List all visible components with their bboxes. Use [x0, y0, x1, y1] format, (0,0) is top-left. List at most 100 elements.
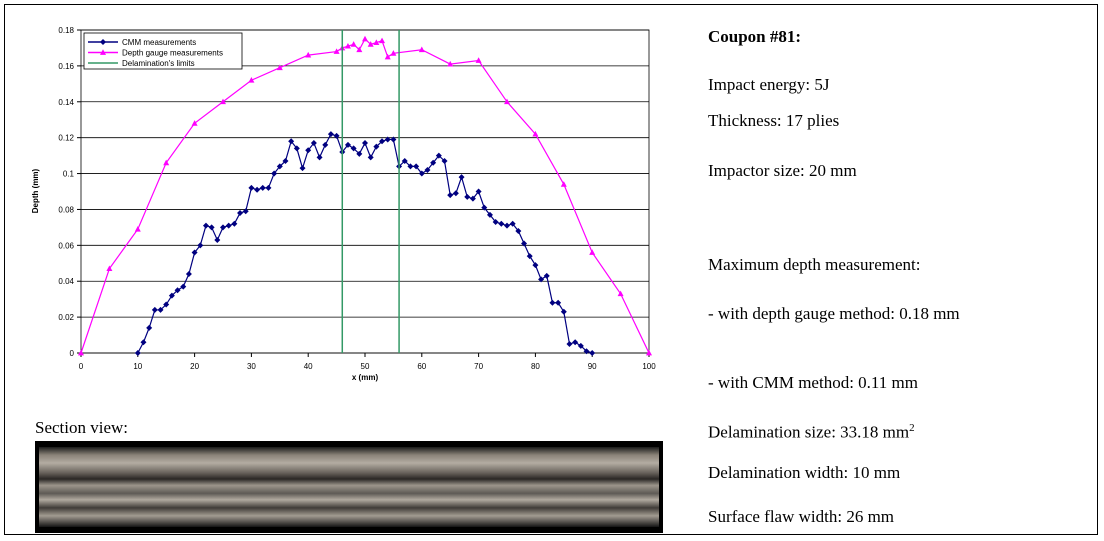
- x-tick-label: 40: [304, 362, 313, 371]
- marker: [418, 46, 425, 53]
- marker: [430, 159, 437, 166]
- marker: [305, 147, 312, 154]
- x-tick-label: 100: [642, 362, 656, 371]
- marker: [344, 42, 351, 49]
- marker: [282, 157, 289, 164]
- delamination-size: Delamination size: 33.18 mm2: [708, 417, 1078, 444]
- marker: [532, 262, 539, 269]
- marker: [191, 249, 198, 256]
- marker: [202, 222, 209, 229]
- marker: [350, 41, 357, 47]
- marker: [265, 184, 272, 191]
- marker: [538, 276, 545, 283]
- marker: [407, 163, 414, 170]
- marker: [197, 242, 204, 249]
- marker: [373, 39, 380, 45]
- marker: [504, 98, 510, 105]
- marker: [276, 163, 283, 170]
- y-tick-label: 0.14: [58, 98, 74, 107]
- marker: [379, 138, 386, 145]
- delamination-size-text: Delamination size: 33.18 mm: [708, 422, 910, 442]
- marker: [333, 132, 340, 139]
- marker: [163, 159, 170, 166]
- details-line: Maximum depth measurement:: [708, 255, 921, 274]
- marker: [441, 157, 448, 164]
- marker: [469, 195, 476, 202]
- legend: CMM measurements Depth gauge measurements…: [83, 32, 243, 70]
- legend-label: CMM measurements: [122, 38, 196, 47]
- marker: [566, 341, 573, 348]
- marker: [333, 48, 340, 54]
- marker: [401, 157, 408, 164]
- x-tick-label: 80: [531, 362, 540, 371]
- x-tick-label: 20: [190, 362, 199, 371]
- marker: [356, 46, 363, 53]
- marker: [237, 210, 244, 217]
- marker: [475, 57, 482, 63]
- marker: [259, 184, 266, 191]
- marker: [549, 299, 556, 306]
- marker: [140, 339, 147, 346]
- section-image: [35, 441, 663, 533]
- details-line: Surface flaw width: 26 mm: [708, 507, 895, 526]
- marker: [475, 188, 482, 195]
- marker: [254, 186, 261, 193]
- marker: [168, 292, 175, 299]
- marker: [373, 143, 380, 150]
- marker: [384, 136, 391, 143]
- marker: [418, 170, 425, 177]
- x-tick-label: 30: [247, 362, 256, 371]
- marker: [458, 174, 465, 181]
- marker: [100, 39, 106, 45]
- marker: [435, 152, 442, 159]
- marker: [367, 154, 374, 161]
- marker: [299, 165, 306, 172]
- marker: [288, 138, 295, 145]
- y-tick-label: 0.1: [63, 170, 75, 179]
- marker: [322, 141, 329, 148]
- marker: [486, 211, 493, 218]
- marker: [447, 192, 454, 199]
- plot-frame: [80, 29, 650, 354]
- marker: [543, 272, 550, 279]
- marker: [220, 98, 226, 105]
- marker: [572, 339, 579, 346]
- marker: [379, 37, 386, 44]
- marker: [157, 306, 164, 313]
- frame: [4, 4, 1098, 535]
- y-axis-label: Depth (mm): [31, 168, 40, 213]
- marker: [231, 220, 238, 227]
- marker: [163, 301, 170, 308]
- chart: Depth (mm) x (mm) 0 0.02 0.04 0.06 0.08 0.1 0.…: [31, 26, 656, 382]
- marker: [509, 220, 516, 227]
- marker: [356, 150, 363, 157]
- marker: [174, 287, 181, 294]
- marker: [350, 145, 357, 152]
- marker: [526, 253, 533, 260]
- marker: [481, 204, 488, 211]
- marker: [498, 220, 505, 227]
- marker: [452, 190, 459, 197]
- x-tick-label: 90: [588, 362, 597, 371]
- marker: [424, 166, 431, 173]
- x-tick-label: 10: [133, 362, 142, 371]
- marker: [521, 240, 528, 247]
- y-tick-label: 0.18: [58, 26, 74, 35]
- marker: [271, 170, 278, 177]
- marker: [185, 271, 192, 278]
- y-tick-label: 0.02: [58, 313, 74, 322]
- marker: [617, 290, 624, 297]
- marker: [134, 225, 141, 232]
- x-tick-label: 60: [417, 362, 426, 371]
- y-tick-label: 0: [70, 349, 75, 358]
- marker: [447, 60, 454, 67]
- marker: [384, 53, 391, 60]
- marker: [151, 306, 158, 313]
- marker: [589, 350, 596, 356]
- marker: [515, 227, 522, 234]
- marker: [316, 154, 323, 161]
- marker: [305, 51, 312, 58]
- marker: [242, 208, 249, 215]
- marker: [367, 41, 374, 47]
